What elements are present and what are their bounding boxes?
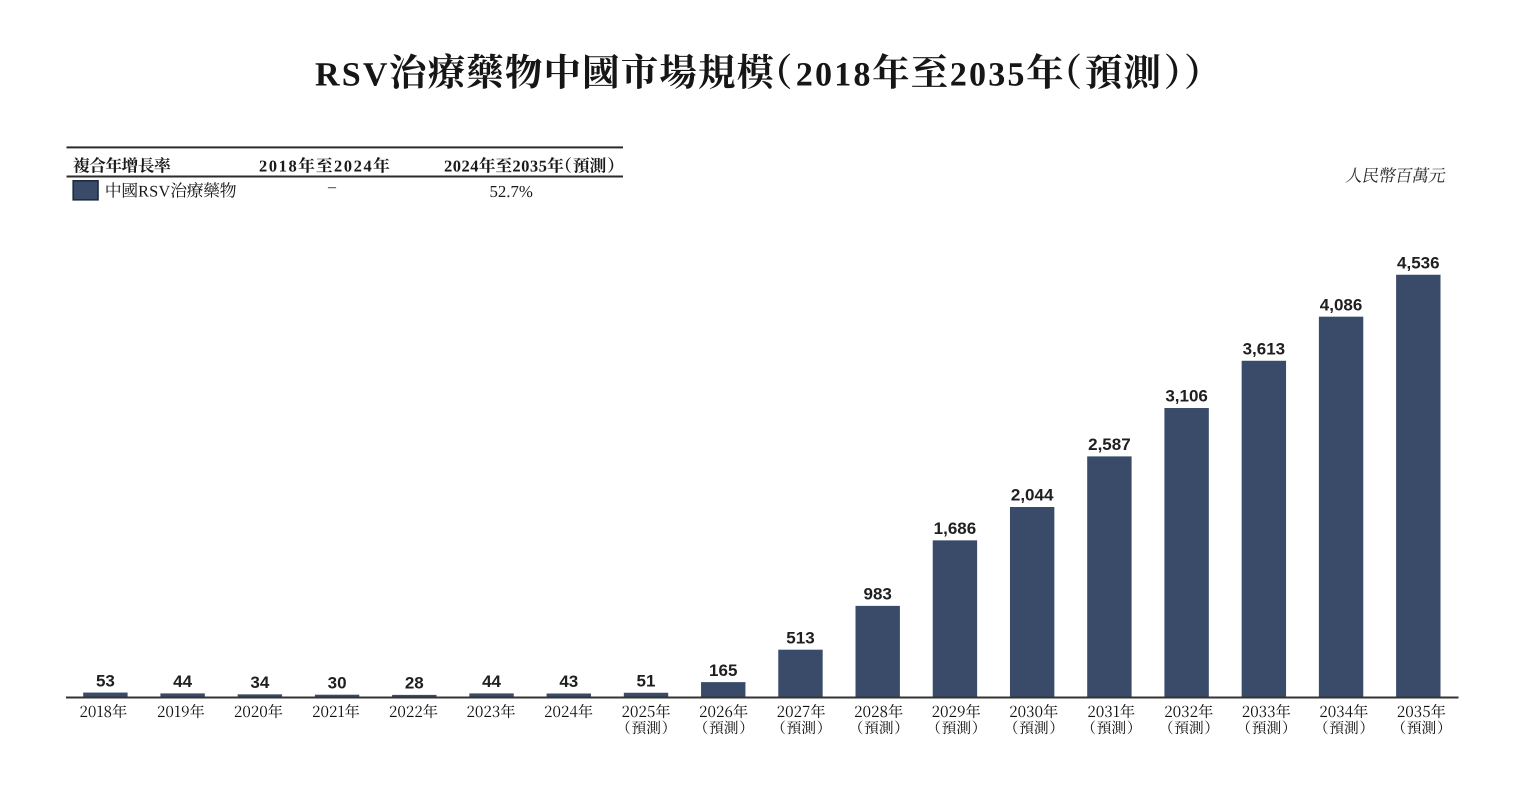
- svg-text:3,613: 3,613: [1243, 339, 1286, 358]
- svg-text:44: 44: [173, 672, 192, 691]
- svg-text:983: 983: [864, 585, 892, 604]
- svg-text:165: 165: [709, 661, 737, 680]
- svg-text:28: 28: [405, 674, 424, 693]
- svg-text:4,536: 4,536: [1397, 253, 1440, 272]
- svg-text:51: 51: [637, 671, 656, 690]
- svg-text:44: 44: [482, 672, 501, 691]
- svg-text:53: 53: [96, 671, 115, 690]
- svg-text:43: 43: [559, 672, 578, 691]
- svg-text:2,587: 2,587: [1088, 435, 1131, 454]
- svg-text:3,106: 3,106: [1165, 387, 1208, 406]
- svg-text:30: 30: [328, 673, 347, 692]
- svg-text:1,686: 1,686: [934, 519, 977, 538]
- svg-text:34: 34: [250, 673, 269, 692]
- svg-text:2,044: 2,044: [1011, 486, 1054, 505]
- svg-text:513: 513: [786, 628, 814, 647]
- svg-text:4,086: 4,086: [1320, 295, 1363, 314]
